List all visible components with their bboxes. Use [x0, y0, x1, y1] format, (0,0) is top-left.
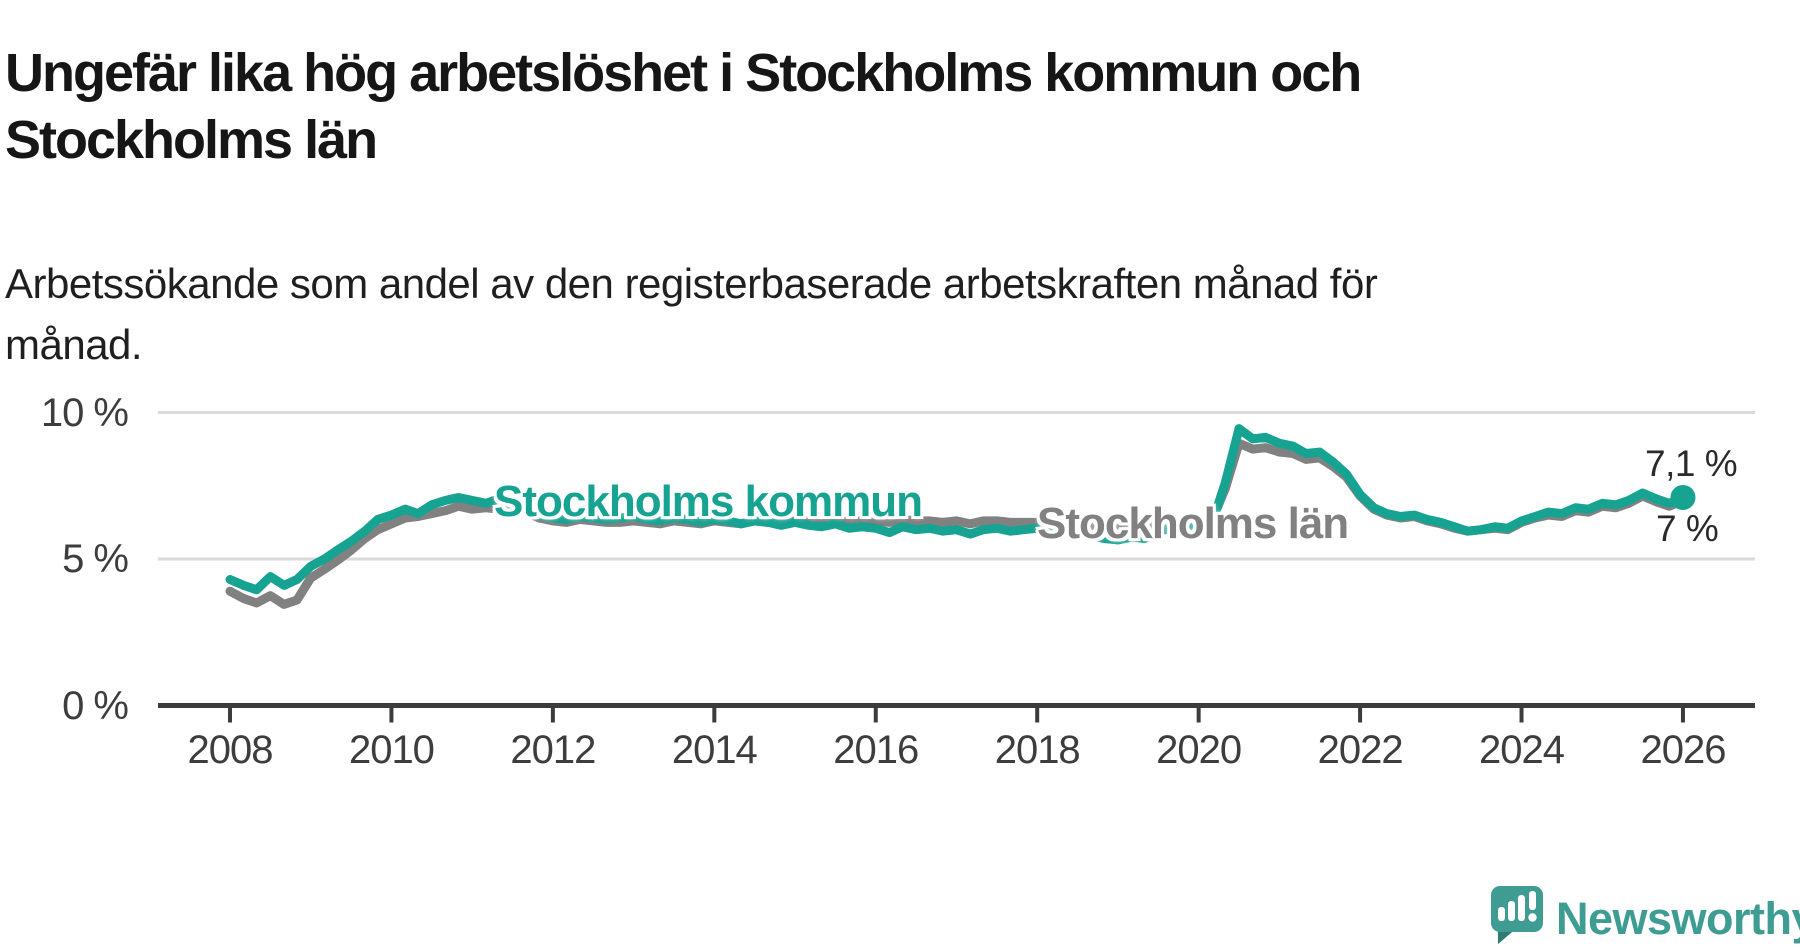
x-tick-label: 2014 — [671, 728, 758, 772]
y-tick-label: 5 % — [62, 537, 129, 581]
x-tick-label: 2010 — [348, 728, 435, 772]
page-subtitle: Arbetssökande som andel av den registerb… — [5, 260, 1378, 368]
y-tick-label: 0 % — [62, 683, 129, 728]
newsworthy-logo: Newsworthy — [1490, 884, 1800, 948]
x-tick-label: 2024 — [1479, 728, 1565, 772]
y-tick-label: 10 % — [40, 390, 129, 435]
x-tick-label: 2008 — [187, 728, 274, 772]
page-title: Ungefär lika hög arbetslöshet i Stockhol… — [5, 43, 1362, 170]
series-line-stockholms-l-n — [225, 438, 1688, 609]
series-label-stockholms-lan: Stockholms län — [1037, 499, 1349, 548]
x-tick-label: 2018 — [994, 728, 1081, 772]
x-tick-label: 2022 — [1317, 728, 1404, 772]
end-value-label-kommun: 7,1 % — [1645, 443, 1738, 484]
x-tick-label: 2026 — [1640, 728, 1726, 772]
x-tick-label: 2020 — [1156, 728, 1242, 772]
x-tick-label: 2012 — [510, 728, 596, 772]
end-value-label-lan: 7 % — [1656, 508, 1719, 549]
series-line-stockholms-kommun — [225, 424, 1688, 595]
series-label-stockholms-kommun: Stockholms kommun — [494, 477, 923, 526]
newsworthy-logo-icon — [1491, 886, 1543, 944]
newsworthy-wordmark: Newsworthy — [1556, 893, 1800, 944]
x-tick-label: 2016 — [833, 728, 919, 772]
latest-value-dot — [1670, 484, 1696, 510]
